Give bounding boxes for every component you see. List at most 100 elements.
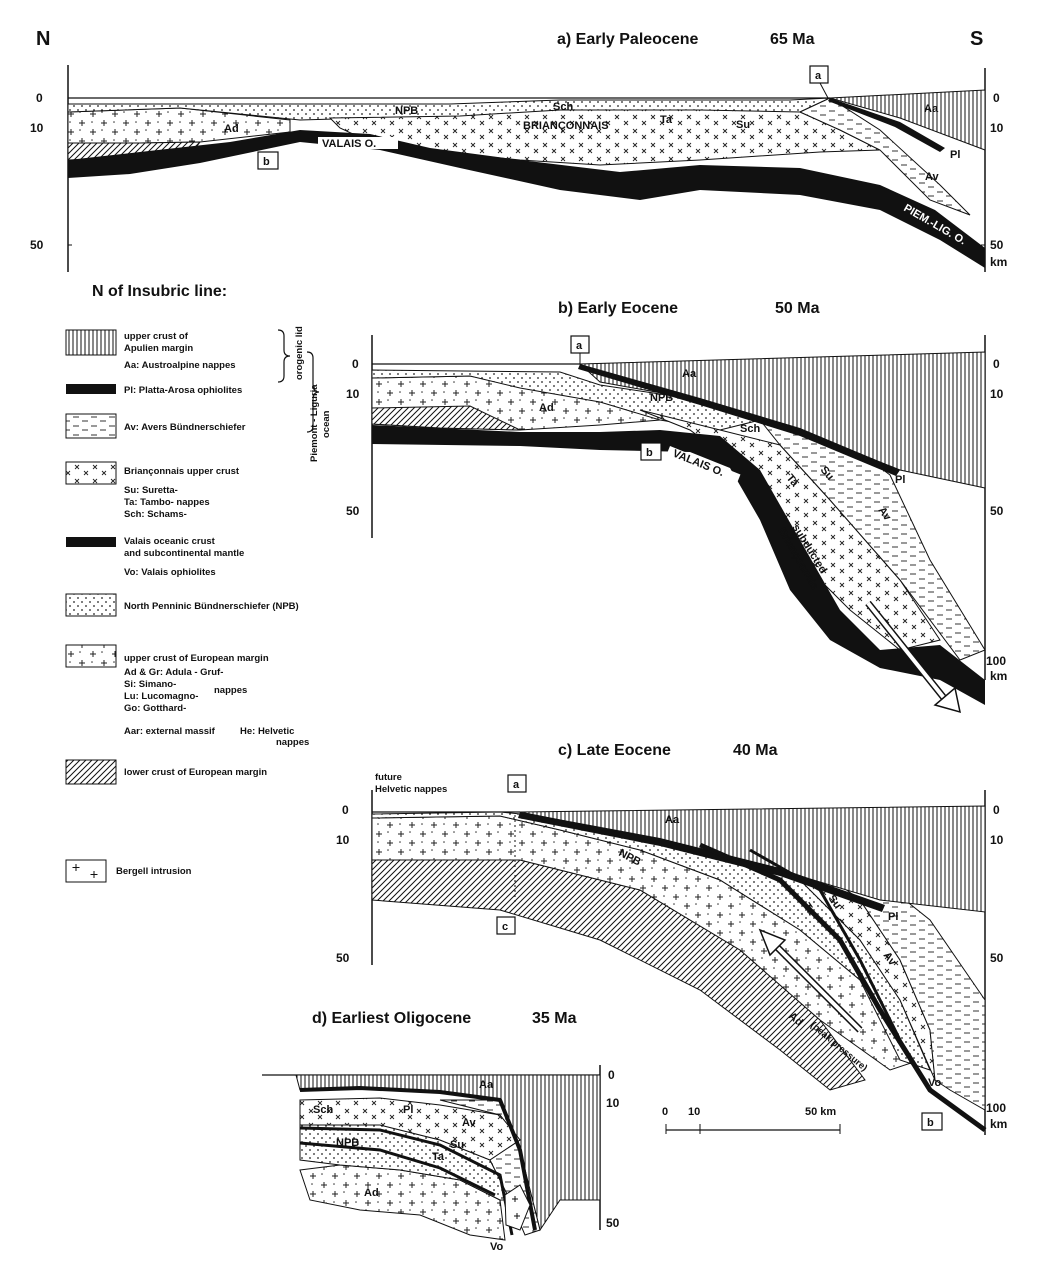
- legend-apulian-2: Apulien margin: [124, 343, 193, 354]
- panel-b-box-a: a: [576, 340, 583, 352]
- panel-c-label-vo: Vo: [928, 1077, 942, 1089]
- legend-avers: Av: Avers Bündnerschiefer: [124, 422, 246, 433]
- panel-a-box-b: b: [263, 156, 270, 168]
- panel-d-right-tick-50: 50: [606, 1216, 620, 1230]
- panel-d-label-ad: Ad: [364, 1187, 379, 1199]
- legend-euro-6: Aar: external massif: [124, 726, 216, 737]
- legend-apulian-3: Aa: Austroalpine nappes: [124, 360, 236, 371]
- panel-c-box-b: b: [927, 1117, 934, 1129]
- panel-b-left-tick-0: 0: [352, 357, 359, 371]
- panel-a-age: 65 Ma: [770, 31, 815, 48]
- legend-helvetic-1: He: Helvetic: [240, 726, 294, 737]
- scale-tick-50km: 50 km: [805, 1106, 836, 1118]
- panel-a-km: km: [990, 255, 1007, 269]
- panel-a-title: a) Early Paleocene: [557, 31, 699, 48]
- panel-d-label-su: Su: [450, 1139, 464, 1151]
- legend-valais-3: Vo: Valais ophiolites: [124, 567, 216, 578]
- legend-brian-4: Sch: Schams-: [124, 509, 187, 520]
- legend-valais-2: and subcontinental mantle: [124, 548, 244, 559]
- panel-d: d) Earliest Oligocene 35 Ma 0 10 50 Aa S…: [262, 1010, 620, 1253]
- legend-euro-5: Go: Gotthard-: [124, 703, 186, 714]
- panel-a-label-su: Su: [736, 119, 750, 131]
- legend-apulian-1: upper crust of: [124, 331, 189, 342]
- panel-b-left-tick-50: 50: [346, 504, 360, 518]
- legend-brace-ocean-2: ocean: [321, 410, 332, 438]
- panel-a-label-aa: Aa: [924, 103, 939, 115]
- panel-a-right-tick-50: 50: [990, 238, 1004, 252]
- panel-c-right-tick-0: 0: [993, 803, 1000, 817]
- legend-swatch-european: [65, 644, 117, 668]
- panel-c-left-tick-0: 0: [342, 803, 349, 817]
- panel-d-right-tick-10: 10: [606, 1096, 620, 1110]
- panel-b-right-tick-0: 0: [993, 357, 1000, 371]
- panel-c: c) Late Eocene 40 Ma 0 10 50 0 10 50 100…: [336, 742, 1007, 1135]
- north-label: N: [36, 28, 50, 50]
- legend-euro-4: Lu: Lucomagno-: [124, 691, 198, 702]
- panel-b-label-pl: Pl: [895, 474, 905, 486]
- panel-c-age: 40 Ma: [733, 742, 778, 759]
- panel-c-label-future: future: [375, 772, 402, 783]
- panel-a-label-sch: Sch: [553, 101, 573, 113]
- panel-c-title: c) Late Eocene: [558, 742, 671, 759]
- legend-brian-1: Briançonnais upper crust: [124, 466, 240, 477]
- south-label: S: [970, 28, 983, 50]
- panel-b-label-npb: NPB: [650, 392, 673, 404]
- legend-swatch-npb: [65, 593, 117, 617]
- panel-d-label-sch: Sch: [313, 1104, 333, 1116]
- panel-b-label-ad: Ad: [539, 402, 554, 414]
- panel-b-age: 50 Ma: [775, 300, 820, 317]
- legend-swatch-platta: [66, 384, 116, 394]
- panel-c-label-helvetic: Helvetic nappes: [375, 784, 447, 795]
- panel-b-label-sch: Sch: [740, 423, 760, 435]
- legend-brace-ocean-1: Piemont - Liguria: [309, 384, 320, 462]
- panel-b-left-tick-10: 10: [346, 387, 360, 401]
- legend-brian-3: Ta: Tambo- nappes: [124, 497, 210, 508]
- panel-b-label-aa: Aa: [682, 368, 697, 380]
- panel-b-right-tick-50: 50: [990, 504, 1004, 518]
- legend-euro-3: Si: Simano-: [124, 679, 176, 690]
- panel-a-label-av: Av: [925, 171, 940, 183]
- legend-swatch-valais: [66, 537, 116, 547]
- scale-bar: 0 10 50 km: [662, 1106, 841, 1134]
- panel-b-title: b) Early Eocene: [558, 300, 678, 317]
- panel-d-label-av: Av: [462, 1117, 477, 1129]
- panel-d-label-npb: NPB: [336, 1137, 359, 1149]
- legend-valais-1: Valais oceanic crust: [124, 536, 216, 547]
- legend-title: N of Insubric line:: [92, 283, 227, 300]
- legend-npb: North Penninic Bündnerschiefer (NPB): [124, 601, 299, 612]
- legend-brace-orogenic: orogenic lid: [294, 326, 305, 380]
- panel-c-box-a: a: [513, 779, 520, 791]
- legend-euro-1: upper crust of European margin: [124, 653, 269, 664]
- panel-d-title: d) Earliest Oligocene: [312, 1010, 471, 1027]
- panel-c-left-tick-50: 50: [336, 951, 350, 965]
- panel-a-left-tick-10: 10: [30, 121, 44, 135]
- panel-a-label-pl: Pl: [950, 149, 960, 161]
- panel-d-label-aa: Aa: [479, 1079, 494, 1091]
- panel-c-right-tick-10: 10: [990, 833, 1004, 847]
- legend-swatch-lower-crust: [65, 759, 117, 785]
- legend-euro-2: Ad & Gr: Adula - Gruf-: [124, 667, 223, 678]
- panel-a-box-a: a: [815, 70, 822, 82]
- legend-swatch-avers: [65, 413, 117, 439]
- panel-a-right-tick-10: 10: [990, 121, 1004, 135]
- scale-tick-0: 0: [662, 1106, 668, 1118]
- legend-swatch-apulian: [65, 329, 117, 356]
- panel-d-age: 35 Ma: [532, 1010, 577, 1027]
- legend: N of Insubric line: upper crust of Apuli…: [65, 283, 332, 883]
- panel-a: a) Early Paleocene 65 Ma 0 10 50 0 10 50…: [30, 31, 1007, 272]
- panel-a-left-tick-50: 50: [30, 238, 44, 252]
- panel-d-label-vo: Vo: [490, 1241, 504, 1253]
- legend-platta: Pl: Platta-Arosa ophiolites: [124, 385, 242, 396]
- legend-helvetic-2: nappes: [276, 737, 309, 748]
- panel-d-label-pl: Pl: [403, 1104, 413, 1116]
- panel-d-right-tick-0: 0: [608, 1068, 615, 1082]
- panel-b-km: km: [990, 669, 1007, 683]
- legend-swatch-bergell: [65, 859, 107, 883]
- panel-c-right-tick-50: 50: [990, 951, 1004, 965]
- panel-c-right-tick-100: 100: [986, 1101, 1006, 1115]
- panel-a-label-ta: Ta: [660, 114, 673, 126]
- panel-a-right-tick-0: 0: [993, 91, 1000, 105]
- panel-c-label-aa: Aa: [665, 814, 680, 826]
- panel-a-left-tick-0: 0: [36, 91, 43, 105]
